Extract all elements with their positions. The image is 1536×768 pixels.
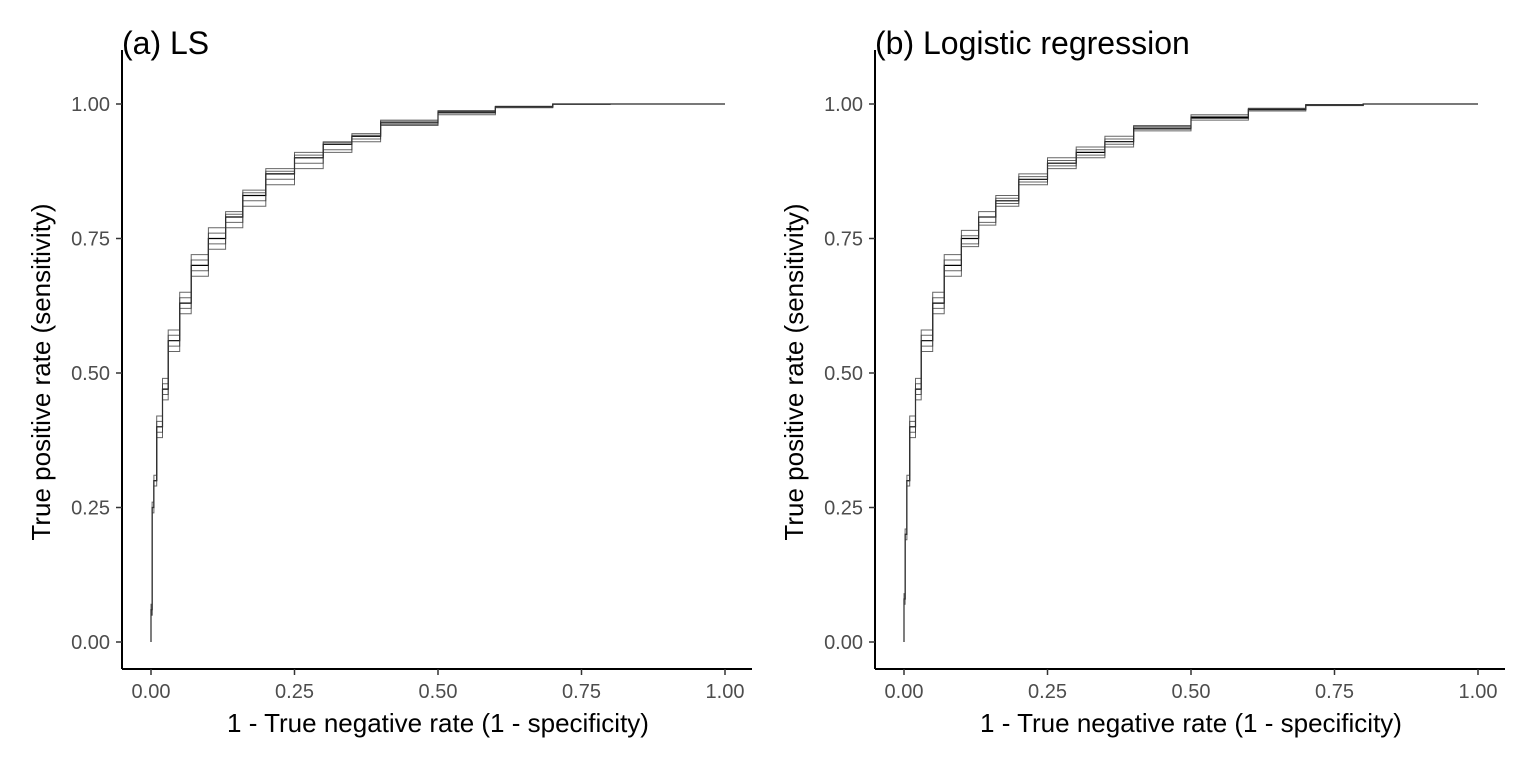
panel-a-xtick-label: 0.25 [275,681,314,703]
panel-a-ytick-label: 1.00 [71,94,110,116]
panel-a-ytick-label: 0.00 [71,632,110,654]
panel-a-xtick-label: 0.00 [132,681,171,703]
panel-a-xtick-label: 0.50 [419,681,458,703]
panel-a-roc-curve-5 [150,103,725,642]
panel-b-roc-curve-5 [903,103,1478,642]
panel-b-title: (b) Logistic regression [875,25,1190,61]
panel-b-ytick-label: 0.75 [824,229,863,251]
panel-a-roc-curve-2 [150,103,725,642]
panel-b-xtick-label: 0.00 [885,681,924,703]
panel-a-roc-curves [150,103,725,642]
panel-b-roc-curve-1 [903,103,1478,642]
panel-a-xtick-label: 1.00 [706,681,745,703]
panel-b-roc-curve-3 [903,103,1478,642]
panel-b-xtick-label: 0.25 [1028,681,1067,703]
panel-a-xtick-label: 0.75 [562,681,601,703]
panel-b: (b) Logistic regression True positive ra… [779,25,1505,738]
panel-b-xlabel: 1 - True negative rate (1 - specificity) [980,708,1402,738]
panel-b-ytick-label: 1.00 [824,94,863,116]
panel-a-ytick-label: 0.25 [71,498,110,520]
panel-b-roc-curve-4 [903,103,1478,642]
panel-b-xtick-label: 0.50 [1172,681,1211,703]
panel-a: (a) LS True positive rate (sensitivity) … [26,25,752,738]
panel-b-ytick-label: 0.25 [824,498,863,520]
panel-b-roc-curves [903,103,1478,642]
panel-a-title: (a) LS [122,25,209,61]
panel-a-ylabel: True positive rate (sensitivity) [26,203,56,540]
panel-a-ytick-label: 0.75 [71,229,110,251]
panel-b-xtick-label: 1.00 [1459,681,1498,703]
panel-a-roc-curve-1 [150,103,725,642]
panel-a-xlabel: 1 - True negative rate (1 - specificity) [227,708,649,738]
panel-b-ylabel: True positive rate (sensitivity) [779,203,809,540]
panel-b-ytick-label: 0.00 [824,632,863,654]
panel-a-roc-curve-4 [150,103,725,642]
panel-a-roc-curve-3 [150,103,725,642]
panel-b-xtick-label: 0.75 [1315,681,1354,703]
panel-b-ytick-label: 0.50 [824,363,863,385]
panel-a-ytick-label: 0.50 [71,363,110,385]
panel-b-roc-curve-2 [903,103,1478,642]
